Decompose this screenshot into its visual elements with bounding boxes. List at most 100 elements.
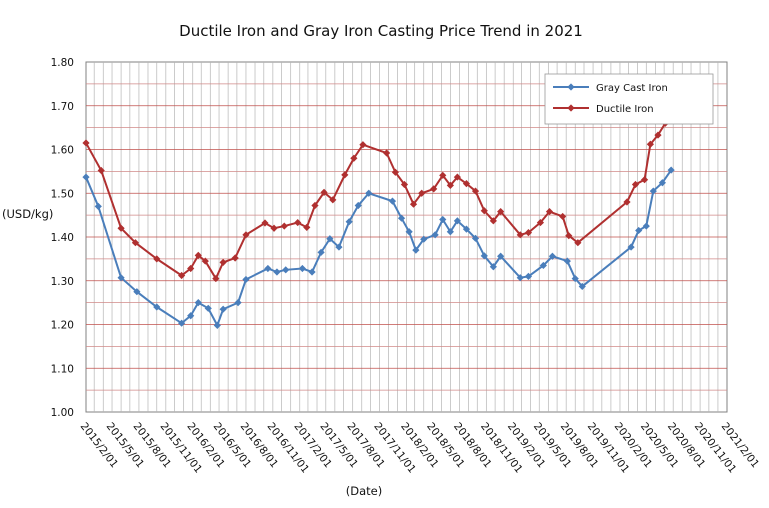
data-point [117,224,125,232]
data-point [563,257,571,265]
data-point [420,235,428,243]
data-point [480,207,488,215]
series-0 [82,166,675,329]
data-point [627,243,635,251]
data-point [524,272,533,280]
y-tick-label: 1.20 [51,320,74,332]
data-point [635,226,643,235]
data-point [117,274,125,282]
data-point [335,243,343,251]
y-tick-label: 1.00 [51,407,74,419]
y-tick-label: 1.50 [51,188,74,200]
gridlines [86,62,727,412]
data-point [264,264,272,273]
data-point [388,197,397,205]
data-point [294,218,302,227]
data-point [400,180,409,189]
data-point [446,228,454,236]
data-point [397,214,406,222]
data-point [559,212,567,221]
data-point [234,299,242,307]
data-point [565,232,573,240]
data-point [631,180,640,189]
data-point [311,201,319,210]
data-point [320,188,328,196]
data-point [412,246,420,254]
legend-swatch-marker [567,104,575,112]
data-point [462,225,471,233]
y-tick-label: 1.10 [51,363,74,375]
data-point [219,258,227,266]
chart-title: Ductile Iron and Gray Iron Casting Price… [179,22,583,40]
data-point [131,239,140,247]
data-point [431,231,439,239]
data-point [489,263,497,271]
data-point [153,303,161,311]
data-point [391,168,399,176]
data-point [471,187,480,195]
data-point [439,215,447,224]
y-tick-label: 1.60 [51,145,74,157]
y-axis-ticks: 1.00 1.10 1.20 1.30 1.40 1.50 1.60 1.70 1.80 [51,57,74,419]
legend-label: Ductile Iron [596,104,654,115]
data-point [497,208,505,216]
data-point [231,254,239,262]
data-point [446,181,454,189]
data-point [489,217,497,225]
data-point [646,140,654,148]
data-point [453,217,461,225]
data-point [219,305,227,313]
data-point [649,187,657,195]
data-point [409,200,418,208]
data-point [194,299,202,307]
data-point [194,251,202,259]
data-point [270,224,278,232]
data-point [308,268,316,276]
data-point [201,257,209,265]
legend-label: Gray Cast Iron [596,83,668,94]
data-point [94,202,102,210]
x-axis-label: (Date) [346,484,382,498]
data-point [213,321,221,329]
data-point [418,189,426,197]
y-tick-label: 1.40 [51,232,74,244]
data-point [571,274,579,283]
data-point [578,282,586,291]
y-tick-label: 1.30 [51,276,74,288]
x-axis-ticks: 2015/2/012015/5/012015/8/012015/11/01201… [78,420,762,475]
data-point [298,264,306,273]
data-point [178,319,186,327]
data-point [439,171,447,179]
series-layer [82,119,675,329]
data-point [574,239,582,247]
data-point [329,196,337,204]
data-point [204,304,212,312]
data-point [359,141,367,149]
data-point [524,229,533,237]
data-point [516,274,524,282]
data-point [405,228,413,236]
data-point [242,231,250,239]
data-point [82,139,90,147]
data-point [82,173,90,181]
data-point [497,252,505,260]
data-point [350,154,358,162]
data-point [667,166,675,174]
data-point [187,264,195,273]
data-point [453,173,461,181]
legend: Gray Cast Iron Ductile Iron [544,73,714,125]
data-point [261,219,269,227]
data-point [471,234,480,242]
y-axis-label: (USD/kg) [2,207,53,221]
data-point [516,231,524,239]
data-point [539,261,547,270]
data-point [480,252,488,260]
data-point [97,166,105,175]
data-point [548,252,557,260]
legend-box [544,73,714,125]
data-point [153,255,161,263]
data-point [273,268,281,276]
data-point [303,223,311,231]
data-point [658,179,666,187]
